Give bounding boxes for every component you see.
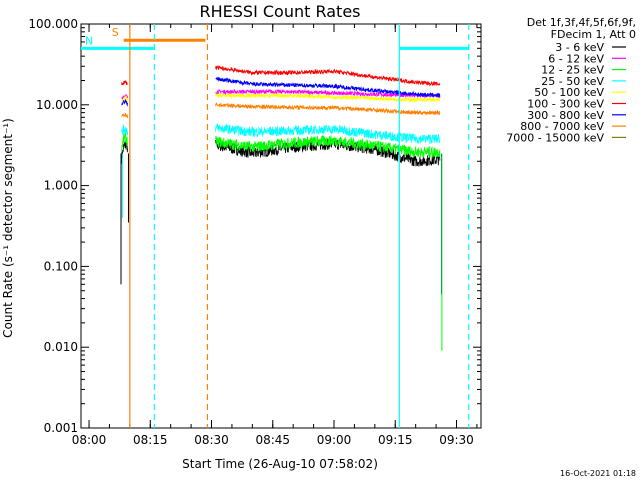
series-line: [215, 92, 441, 103]
series-line: [215, 123, 441, 145]
y-tick-label: 0.100: [44, 259, 78, 273]
series-line: [215, 65, 441, 87]
x-tick-label: 08:45: [255, 433, 290, 447]
chart-title: RHESSI Count Rates: [200, 2, 361, 21]
annotation-label: N: [85, 34, 93, 47]
x-tick-label: 09:30: [439, 433, 474, 447]
legend-entry-label: 7000 - 15000 keV: [506, 131, 604, 144]
plot-frame: [80, 23, 482, 429]
annotations-group: SN: [81, 24, 470, 428]
y-axis-label: Count Rate (s⁻¹ detector segment⁻¹): [1, 118, 15, 338]
annotation-label: S: [112, 26, 119, 39]
legend-entry-label: 300 - 800 keV: [527, 109, 604, 122]
series-line: [121, 94, 128, 100]
legend-entry-label: 100 - 300 keV: [527, 98, 604, 111]
footer-timestamp: 16-Oct-2021 01:18: [560, 469, 636, 478]
legend: Det 1f,3f,4f,5f,6f,9f, FDecim 1, Att 0 3…: [506, 16, 636, 144]
legend-entry-label: 800 - 7000 keV: [520, 120, 604, 133]
x-tick-label: 08:15: [133, 433, 168, 447]
series-line: [121, 132, 128, 152]
series-line: [215, 134, 441, 159]
legend-entry-label: 50 - 100 keV: [534, 86, 604, 99]
series-line: [121, 98, 128, 107]
legend-header-line-2: FDecim 1, Att 0: [551, 28, 636, 41]
y-tick-label: 1.000: [44, 179, 78, 193]
y-tick-label: 0.010: [44, 340, 78, 354]
x-axis-label: Start Time (26-Aug-10 07:58:02): [182, 457, 378, 471]
series-line: [121, 112, 128, 119]
axes-group: 08:00 08:15 08:30 08:45 09:00 09:15 09:30 0.001…: [28, 17, 482, 447]
series-line: [215, 76, 441, 98]
series-line: [121, 80, 128, 86]
x-tick-label: 09:15: [378, 433, 413, 447]
y-tick-label: 100.000: [28, 17, 78, 31]
x-tick-label: 08:00: [72, 433, 107, 447]
y-tick-label: 0.001: [44, 421, 78, 435]
legend-entry-label: 25 - 50 keV: [541, 75, 604, 88]
series-line: [215, 138, 441, 167]
series-line: [215, 101, 441, 116]
plot-group: [120, 65, 443, 351]
x-tick-label: 08:30: [194, 433, 229, 447]
legend-entry-label: 12 - 25 keV: [541, 64, 604, 77]
x-tick-label: 09:00: [317, 433, 352, 447]
legend-header-line-1: Det 1f,3f,4f,5f,6f,9f,: [527, 16, 636, 29]
series-line: [121, 95, 128, 102]
series-line: [121, 124, 128, 136]
series-line: [215, 88, 441, 99]
y-tick-label: 10.000: [36, 98, 78, 112]
legend-entry-label: 6 - 12 keV: [548, 52, 604, 65]
legend-entry-label: 3 - 6 keV: [555, 41, 604, 54]
